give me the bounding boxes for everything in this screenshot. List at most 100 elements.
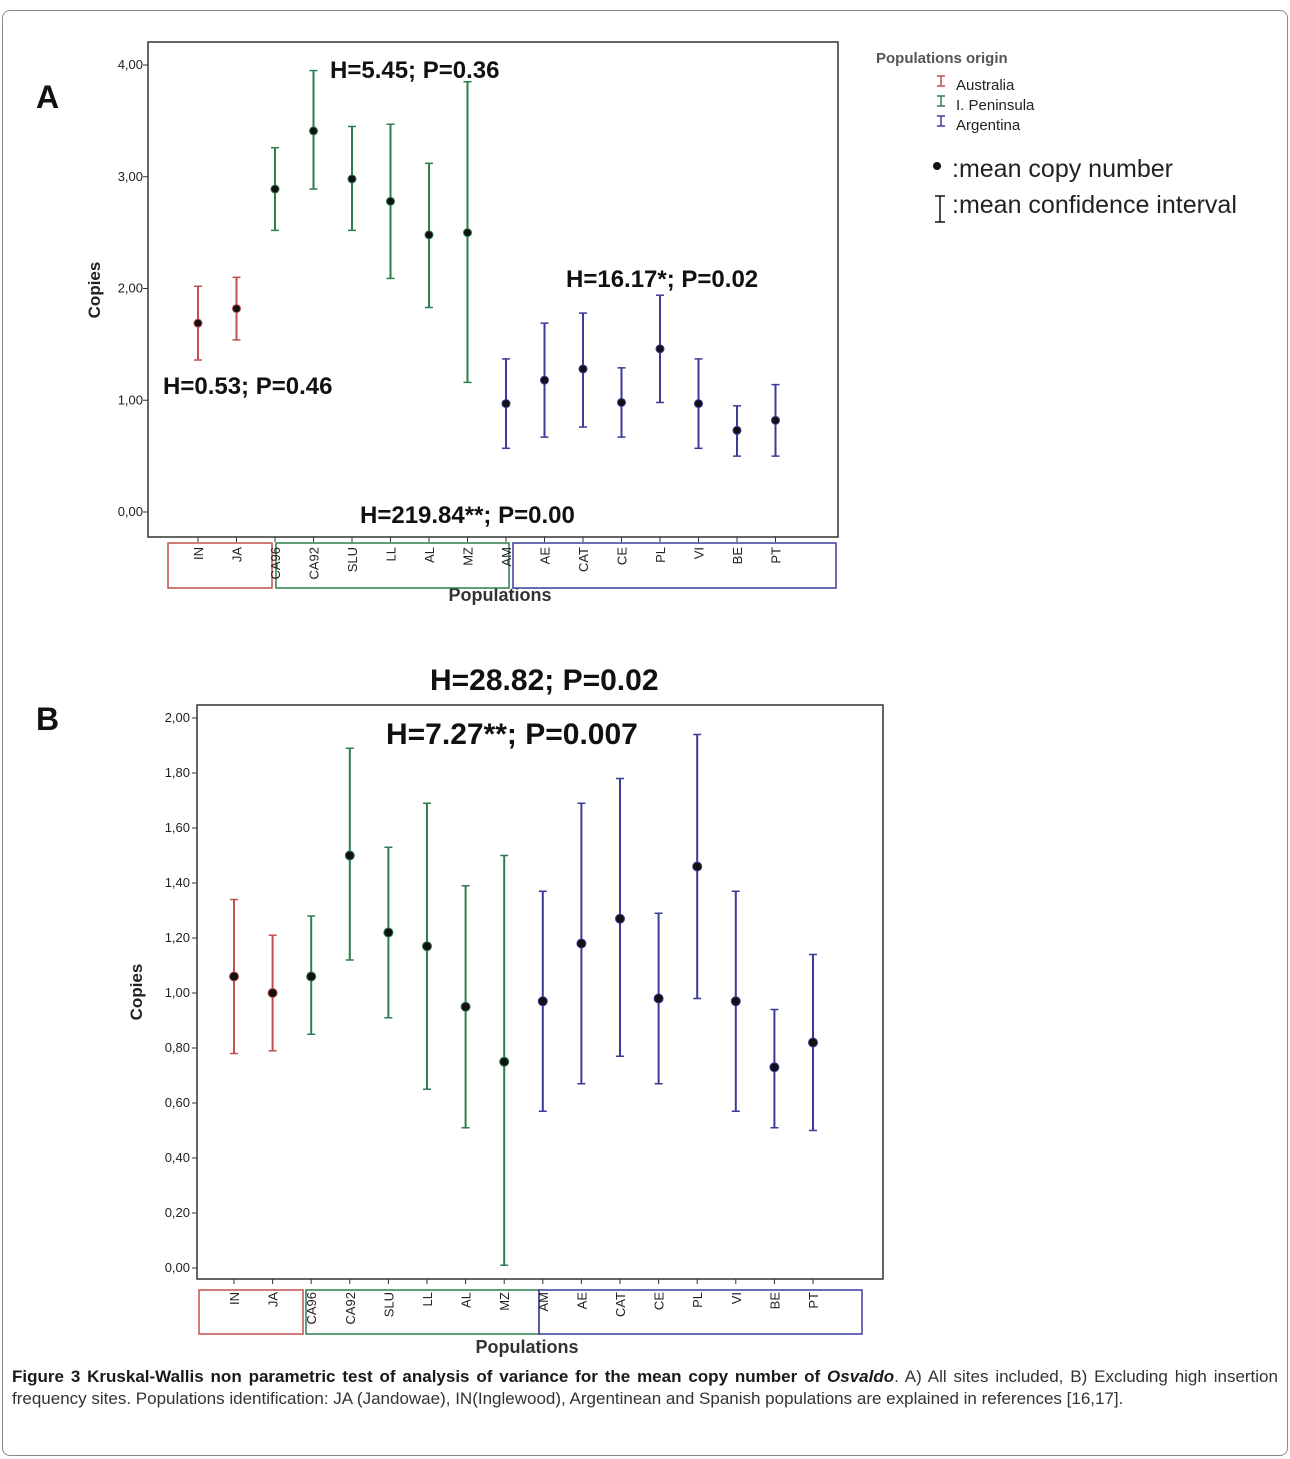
x-tick-label: CAT bbox=[576, 547, 591, 572]
x-tick-label: CAT bbox=[613, 1292, 628, 1317]
x-tick-label: PL bbox=[653, 547, 668, 563]
y-tick-label: 0,40 bbox=[165, 1150, 190, 1165]
mean-point bbox=[653, 993, 664, 1004]
x-tick-label: SLU bbox=[381, 1292, 396, 1317]
legend: Populations origin Australia I. Peninsula… bbox=[876, 50, 1237, 223]
y-tick-label: 0,60 bbox=[165, 1095, 190, 1110]
y-tick-label: 1,80 bbox=[165, 765, 190, 780]
mean-point bbox=[347, 174, 357, 184]
panel-label: B bbox=[36, 701, 59, 737]
y-tick-label: 2,00 bbox=[165, 710, 190, 725]
mean-point bbox=[344, 850, 355, 861]
x-tick-label: VI bbox=[729, 1292, 744, 1304]
legend-item-label: I. Peninsula bbox=[956, 97, 1035, 114]
x-tick-label: PL bbox=[690, 1292, 705, 1308]
test-annotation: H=219.84**; P=0.00 bbox=[360, 502, 575, 529]
test-annotation: H=7.27**; P=0.007 bbox=[386, 718, 638, 751]
legend-item: Argentina bbox=[937, 115, 1021, 134]
mean-point bbox=[615, 913, 625, 924]
group-box bbox=[198, 1289, 304, 1335]
mean-point bbox=[655, 344, 665, 354]
x-tick-label: CA92 bbox=[307, 547, 322, 580]
mean-point bbox=[692, 861, 703, 872]
y-tick-label: 1,00 bbox=[118, 392, 143, 407]
legend-item: I. Peninsula bbox=[937, 95, 1035, 114]
x-tick-label: IN bbox=[227, 1292, 242, 1305]
mean-point bbox=[694, 399, 703, 409]
y-tick-label: 1,40 bbox=[165, 875, 190, 890]
x-tick-label: SLU bbox=[345, 547, 360, 572]
mean-point bbox=[578, 364, 588, 374]
test-annotation: H=5.45; P=0.36 bbox=[330, 57, 499, 84]
x-tick-label: PT bbox=[769, 547, 784, 564]
mean-point bbox=[463, 228, 472, 238]
mean-point bbox=[193, 318, 203, 328]
x-tick-label: MZ bbox=[497, 1292, 512, 1311]
group-box bbox=[167, 542, 273, 589]
y-tick-label: 1,60 bbox=[165, 820, 190, 835]
x-tick-label: AE bbox=[538, 547, 553, 565]
mean-point bbox=[232, 304, 241, 314]
x-tick-label: LL bbox=[420, 1292, 435, 1306]
group-box bbox=[538, 1289, 863, 1335]
mean-point bbox=[306, 971, 317, 982]
y-tick-label: 0,20 bbox=[165, 1205, 190, 1220]
y-axis-label: Copies bbox=[85, 262, 104, 319]
group-box bbox=[512, 542, 837, 589]
caption-title-end: . bbox=[894, 1367, 899, 1386]
plot-frame bbox=[196, 704, 884, 1280]
mean-point bbox=[769, 1062, 780, 1073]
panel-b-chart: 0,00 0,20 0,40 0,60 0,80 1,00 1,20 1,40 1,60 1,80… bbox=[36, 664, 884, 1357]
x-tick-label: VI bbox=[692, 547, 707, 559]
x-tick-label: AE bbox=[574, 1292, 589, 1310]
mean-point bbox=[386, 196, 395, 206]
legend-mean-marker-icon bbox=[933, 162, 941, 170]
x-tick-label: CA96 bbox=[268, 547, 283, 580]
y-axis-label: Copies bbox=[127, 964, 146, 1021]
x-tick-label: CE bbox=[652, 1292, 667, 1310]
x-tick-label: JA bbox=[266, 1292, 281, 1308]
mean-point bbox=[537, 996, 548, 1007]
x-tick-label: AL bbox=[459, 1292, 474, 1308]
panel-label: A bbox=[36, 79, 59, 115]
mean-point bbox=[501, 399, 511, 409]
x-tick-label: BE bbox=[730, 547, 745, 565]
y-tick-label: 2,00 bbox=[118, 281, 143, 296]
y-tick-label: 3,00 bbox=[118, 169, 143, 184]
x-tick-label: CE bbox=[615, 547, 630, 565]
figure-svg: 0,00 1,00 2,00 3,00 4,00 Copies Populations IN J… bbox=[36, 41, 1237, 1357]
caption-figure-label: Figure 3 bbox=[12, 1367, 81, 1386]
mean-point bbox=[270, 184, 280, 194]
caption-title: Kruskal-Wallis non parametric test of an… bbox=[87, 1367, 821, 1386]
x-tick-label: PT bbox=[806, 1292, 821, 1309]
legend-ci-marker-icon bbox=[935, 195, 945, 223]
legend-item-label: Argentina bbox=[956, 117, 1021, 134]
legend-mean-label: :mean copy number bbox=[952, 155, 1173, 183]
x-tick-label: BE bbox=[767, 1292, 782, 1310]
plot-frame bbox=[147, 41, 839, 538]
test-annotation: H=28.82; P=0.02 bbox=[430, 664, 659, 697]
mean-point bbox=[617, 397, 626, 407]
x-tick-label: AL bbox=[422, 547, 437, 563]
x-tick-label: IN bbox=[191, 547, 206, 560]
x-axis-label: Populations bbox=[449, 585, 552, 605]
mean-point bbox=[808, 1037, 818, 1048]
y-tick-label: 4,00 bbox=[118, 57, 143, 72]
x-tick-label: AM bbox=[499, 547, 514, 567]
group-box bbox=[275, 542, 510, 589]
caption-title-italic: Osvaldo bbox=[827, 1367, 895, 1386]
x-tick-label: LL bbox=[384, 547, 399, 561]
mean-point bbox=[460, 1001, 471, 1012]
mean-point bbox=[732, 425, 742, 435]
y-tick-label: 0,00 bbox=[118, 504, 143, 519]
legend-ci-label: :mean confidence interval bbox=[952, 191, 1237, 219]
x-axis-label: Populations bbox=[476, 1337, 579, 1357]
mean-point bbox=[499, 1056, 510, 1067]
legend-title: Populations origin bbox=[876, 50, 1008, 67]
y-tick-label: 0,00 bbox=[165, 1260, 190, 1275]
test-annotation: H=0.53; P=0.46 bbox=[163, 373, 332, 400]
mean-point bbox=[229, 971, 239, 982]
figure-caption: Figure 3 Kruskal-Wallis non parametric t… bbox=[12, 1366, 1278, 1410]
mean-point bbox=[422, 941, 432, 952]
mean-point bbox=[267, 988, 278, 998]
